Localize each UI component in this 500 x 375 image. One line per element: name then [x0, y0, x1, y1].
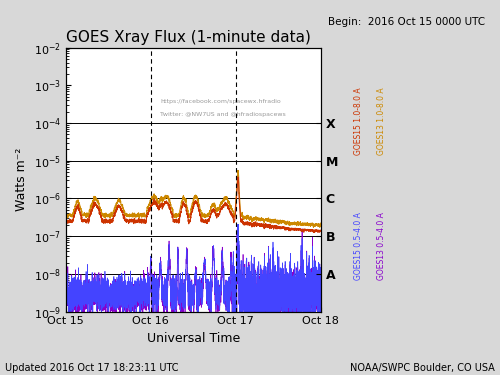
X-axis label: Universal Time: Universal Time — [146, 332, 240, 345]
Text: GOES15 0.5-4.0 A: GOES15 0.5-4.0 A — [354, 211, 363, 279]
Text: Updated 2016 Oct 17 18:23:11 UTC: Updated 2016 Oct 17 18:23:11 UTC — [5, 363, 178, 373]
Text: GOES Xray Flux (1-minute data): GOES Xray Flux (1-minute data) — [66, 30, 310, 45]
Text: Twitter: @NW7US and @hfradiospacews: Twitter: @NW7US and @hfradiospacews — [160, 112, 286, 117]
Text: Begin:  2016 Oct 15 0000 UTC: Begin: 2016 Oct 15 0000 UTC — [328, 17, 485, 27]
Text: https://facebook.com/spacewx.hfradio: https://facebook.com/spacewx.hfradio — [160, 99, 281, 104]
Y-axis label: Watts m⁻²: Watts m⁻² — [15, 148, 28, 211]
Text: GOES13 1.0-8.0 A: GOES13 1.0-8.0 A — [377, 88, 386, 155]
Text: NOAA/SWPC Boulder, CO USA: NOAA/SWPC Boulder, CO USA — [350, 363, 495, 373]
Text: GOES15 1.0-8.0 A: GOES15 1.0-8.0 A — [354, 88, 363, 155]
Text: GOES13 0.5-4.0 A: GOES13 0.5-4.0 A — [377, 211, 386, 279]
